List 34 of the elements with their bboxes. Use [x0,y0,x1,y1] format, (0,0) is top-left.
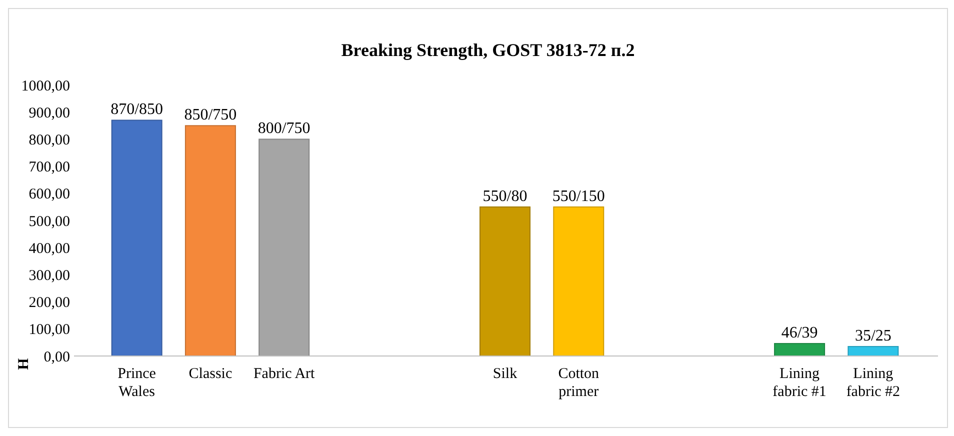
bar [184,125,236,356]
chart-title: Breaking Strength, GOST 3813-72 п.2 [341,40,635,60]
y-axis-title: H [16,358,32,370]
y-tick-label: 300,00 [28,268,70,284]
bar [774,343,826,356]
data-label: 35/25 [854,328,892,345]
y-tick-label: 200,00 [28,295,70,312]
y-tick-label: 100,00 [28,322,70,338]
data-label: 870/850 [110,101,164,118]
data-label: 850/750 [184,106,237,124]
x-tick-label: Cotton primer [558,366,600,400]
bar [480,206,530,356]
bar [258,138,310,356]
data-label: 550/150 [552,188,605,205]
x-tick-label: Classic [188,366,232,382]
bar [553,206,604,356]
y-tick-label: 0,00 [44,349,70,366]
x-tick-label: Fabric Art [253,366,316,382]
bar [111,120,162,356]
y-tick-label: 400,00 [28,240,70,257]
data-label: 550/80 [482,188,528,205]
data-label: 46/39 [781,324,818,342]
y-tick-label: 600,00 [28,186,70,203]
x-tick-label: Lining fabric #2 [846,366,900,400]
x-tick-label: Prince Wales [118,366,156,400]
y-tick-label: 900,00 [28,105,70,122]
bar [848,346,899,356]
x-tick-label: Lining fabric #1 [772,366,826,400]
y-tick-label: 1000,00 [21,78,70,94]
y-tick-label: 500,00 [28,214,70,230]
y-tick-label: 800,00 [28,132,70,148]
data-label: 800/750 [258,120,310,138]
y-tick-label: 700,00 [28,160,70,176]
x-tick-label: Silk [492,366,518,382]
